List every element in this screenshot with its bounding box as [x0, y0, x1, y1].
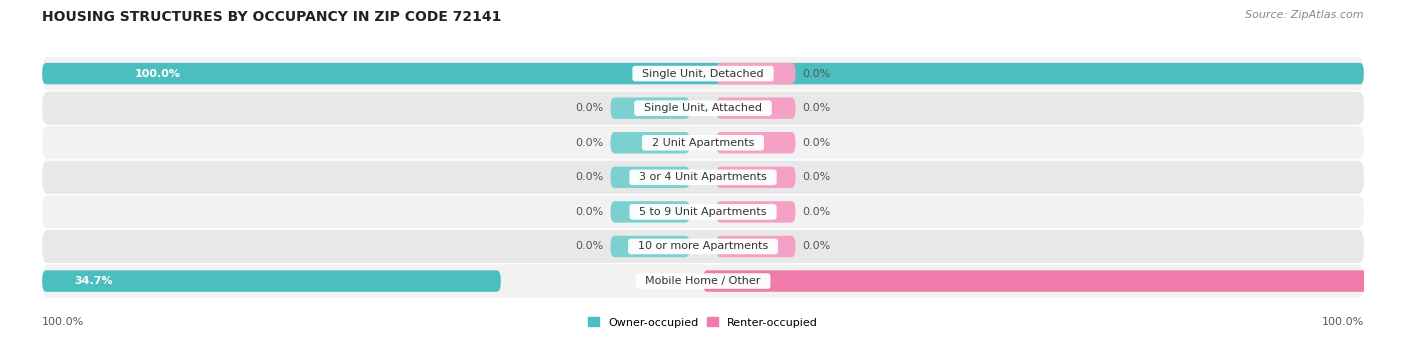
FancyBboxPatch shape: [610, 132, 690, 153]
Text: 0.0%: 0.0%: [801, 241, 831, 251]
FancyBboxPatch shape: [610, 236, 690, 257]
Text: 34.7%: 34.7%: [75, 276, 112, 286]
FancyBboxPatch shape: [716, 132, 796, 153]
Text: 0.0%: 0.0%: [575, 172, 603, 182]
FancyBboxPatch shape: [42, 57, 1364, 90]
FancyBboxPatch shape: [42, 161, 1364, 194]
FancyBboxPatch shape: [42, 92, 1364, 125]
Text: 3 or 4 Unit Apartments: 3 or 4 Unit Apartments: [633, 172, 773, 182]
FancyBboxPatch shape: [610, 201, 690, 223]
FancyBboxPatch shape: [703, 270, 1406, 292]
FancyBboxPatch shape: [42, 63, 1364, 84]
Text: Single Unit, Detached: Single Unit, Detached: [636, 69, 770, 78]
Legend: Owner-occupied, Renter-occupied: Owner-occupied, Renter-occupied: [583, 313, 823, 332]
Text: 0.0%: 0.0%: [575, 103, 603, 113]
Text: 10 or more Apartments: 10 or more Apartments: [631, 241, 775, 251]
Text: 0.0%: 0.0%: [575, 138, 603, 148]
Text: 100.0%: 100.0%: [1322, 317, 1364, 327]
FancyBboxPatch shape: [716, 236, 796, 257]
Text: 0.0%: 0.0%: [801, 172, 831, 182]
FancyBboxPatch shape: [610, 98, 690, 119]
Text: Single Unit, Attached: Single Unit, Attached: [637, 103, 769, 113]
FancyBboxPatch shape: [42, 265, 1364, 298]
Text: 0.0%: 0.0%: [801, 69, 831, 78]
FancyBboxPatch shape: [716, 63, 796, 84]
Text: Source: ZipAtlas.com: Source: ZipAtlas.com: [1246, 10, 1364, 20]
Text: 2 Unit Apartments: 2 Unit Apartments: [645, 138, 761, 148]
Text: 0.0%: 0.0%: [575, 241, 603, 251]
FancyBboxPatch shape: [42, 195, 1364, 228]
Text: 0.0%: 0.0%: [575, 207, 603, 217]
Text: 100.0%: 100.0%: [135, 69, 181, 78]
Text: 5 to 9 Unit Apartments: 5 to 9 Unit Apartments: [633, 207, 773, 217]
FancyBboxPatch shape: [716, 98, 796, 119]
FancyBboxPatch shape: [716, 167, 796, 188]
Text: 0.0%: 0.0%: [801, 207, 831, 217]
FancyBboxPatch shape: [716, 201, 796, 223]
FancyBboxPatch shape: [42, 230, 1364, 263]
FancyBboxPatch shape: [610, 167, 690, 188]
Text: HOUSING STRUCTURES BY OCCUPANCY IN ZIP CODE 72141: HOUSING STRUCTURES BY OCCUPANCY IN ZIP C…: [42, 10, 502, 24]
FancyBboxPatch shape: [42, 126, 1364, 159]
Text: 0.0%: 0.0%: [801, 103, 831, 113]
Text: Mobile Home / Other: Mobile Home / Other: [638, 276, 768, 286]
Text: 100.0%: 100.0%: [42, 317, 84, 327]
Text: 0.0%: 0.0%: [801, 138, 831, 148]
FancyBboxPatch shape: [42, 270, 501, 292]
